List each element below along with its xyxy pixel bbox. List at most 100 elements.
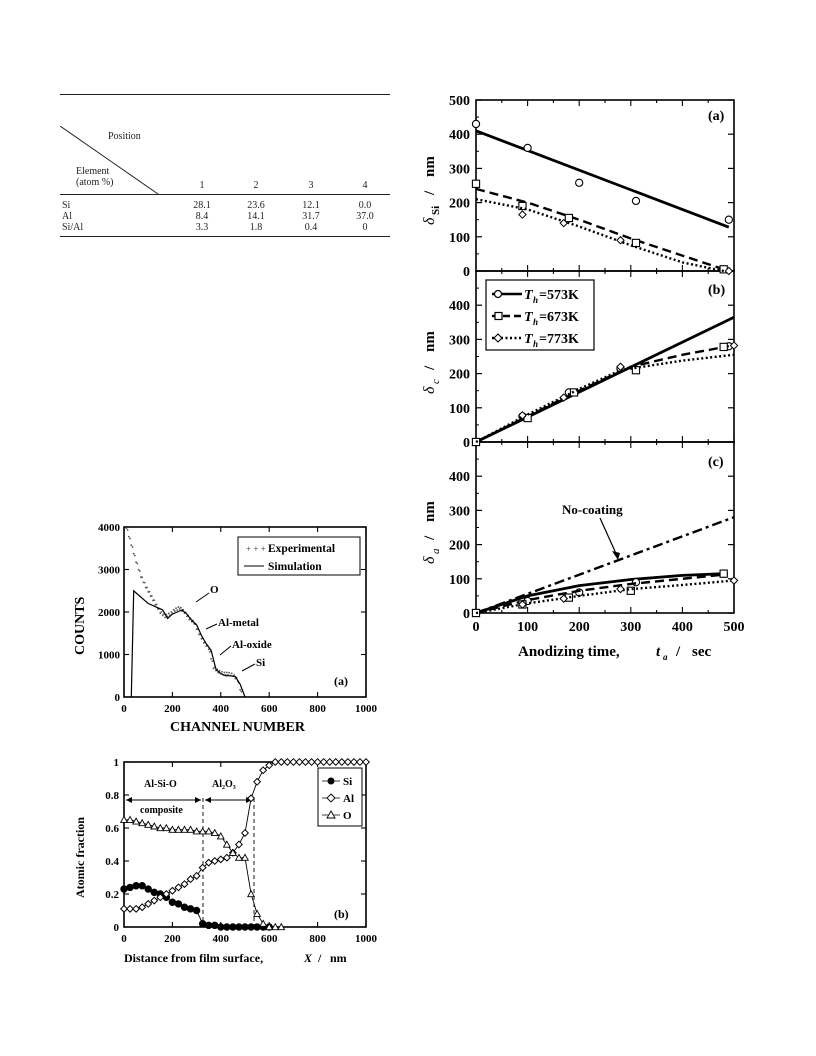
svg-text:Distance from film surface,: Distance from film surface, [124, 951, 263, 965]
af-point-Al [180, 880, 189, 889]
series-line-1-2 [475, 353, 735, 444]
y-tick-label: 200 [449, 539, 470, 554]
experimental-point [125, 527, 128, 530]
data-point [616, 584, 625, 594]
data-point [471, 119, 481, 129]
panel-b-ylabel: δ c / nm [421, 331, 442, 394]
svg-text:sec: sec [692, 644, 711, 660]
y-tick-label: 100 [449, 231, 470, 246]
table-cell-element: Al [62, 211, 72, 222]
experimental-point [223, 671, 226, 674]
af-point-Al [150, 896, 159, 905]
af-point-Al [132, 904, 141, 913]
af-point-Al [204, 858, 213, 867]
x-tick-label: 600 [261, 933, 278, 945]
af-point-Si [235, 923, 243, 931]
af-point-Al [247, 794, 256, 803]
af-point-O [210, 828, 219, 837]
svg-text:Anodizing time,: Anodizing time, [518, 644, 620, 660]
experimental-point [131, 546, 134, 548]
experimental-point [211, 660, 214, 663]
table-cell: 0.4 [304, 222, 318, 233]
experimental-point [137, 568, 140, 571]
table-cell: 12.1 [302, 200, 320, 211]
x-tick-label: 600 [261, 703, 278, 715]
af-point-Al [174, 883, 183, 892]
af-point-Al [271, 757, 280, 767]
y-tick-label: 0 [115, 692, 121, 704]
experimental-point [209, 650, 211, 653]
experimental-point [170, 610, 173, 613]
svg-text:Experimental: Experimental [268, 543, 335, 555]
experimental-point [127, 535, 130, 538]
af-point-Al [289, 757, 298, 767]
data-point [616, 235, 625, 245]
x-tick-label: 1000 [355, 703, 378, 715]
af-point-O [180, 825, 189, 833]
svg-text:nm: nm [330, 951, 347, 965]
svg-text:c: c [430, 379, 442, 384]
af-point-Si [247, 923, 255, 931]
rbs-ylabel: COUNTS [73, 596, 88, 655]
af-point-Al [337, 757, 346, 767]
x-tick-label: 400 [213, 703, 230, 715]
panel-c-label: (c) [708, 455, 724, 470]
data-point [729, 576, 739, 585]
experimental-point [228, 671, 231, 674]
af-point-Al [168, 886, 177, 895]
experimental-point [148, 590, 151, 593]
experimental-point [176, 609, 179, 611]
svg-text:O: O [343, 810, 352, 822]
svg-text:+ + +: + + + [246, 544, 266, 554]
table-bottom-rule [60, 236, 390, 237]
af-point-Si [253, 923, 261, 931]
af-point-Al [319, 757, 328, 767]
af-point-Si [229, 923, 237, 931]
af-point-Al [313, 757, 322, 767]
experimental-point [177, 606, 180, 608]
experimental-point [143, 581, 146, 584]
af-legend: Si Al O [317, 767, 363, 827]
af-point-Si [150, 888, 158, 897]
series-line-2-1 [475, 572, 724, 615]
experimental-point [173, 610, 176, 612]
y-tick-label: 200 [449, 197, 470, 212]
table-cell: 3.3 [195, 222, 209, 233]
x-tick-label: 0 [473, 620, 480, 635]
experimental-point [188, 618, 191, 621]
svg-text:Si: Si [430, 206, 442, 215]
data-point [719, 569, 728, 578]
x-tick-label: 100 [517, 620, 538, 635]
table-cell: 28.1 [193, 200, 211, 211]
af-point-O [168, 825, 177, 833]
svg-text:T: T [524, 288, 534, 303]
experimental-point [141, 576, 144, 579]
af-point-Si [132, 882, 140, 890]
af-point-Si [138, 882, 146, 890]
af-region-label-1: Al-Si-O [144, 779, 177, 790]
experimental-point [135, 561, 137, 564]
data-point [631, 196, 641, 206]
af-point-Si [198, 919, 207, 928]
af-point-O [150, 822, 159, 830]
af-point-Si [168, 898, 177, 906]
table-corner-position: Position [108, 131, 141, 142]
table-cell-element: Si/Al [62, 222, 84, 233]
af-point-Si [120, 885, 128, 893]
af-point-O [234, 853, 244, 861]
y-tick-label: 1000 [98, 650, 121, 662]
experimental-point [239, 688, 242, 691]
svg-text:nm: nm [422, 156, 438, 177]
af-point-O [186, 825, 195, 833]
table-cell: 1.8 [249, 222, 263, 233]
af-point-Al [156, 893, 165, 902]
af-point-Al [259, 766, 268, 775]
panel-b-legend: T h =573K T h =673K T h =773K [485, 279, 595, 351]
af-point-Al [307, 757, 316, 767]
experimental-point [130, 544, 133, 547]
experimental-point [178, 608, 181, 610]
y-tick-label: 4000 [98, 522, 121, 534]
svg-text:h: h [533, 339, 538, 349]
experimental-point [146, 586, 148, 589]
af-point-O [192, 827, 201, 835]
